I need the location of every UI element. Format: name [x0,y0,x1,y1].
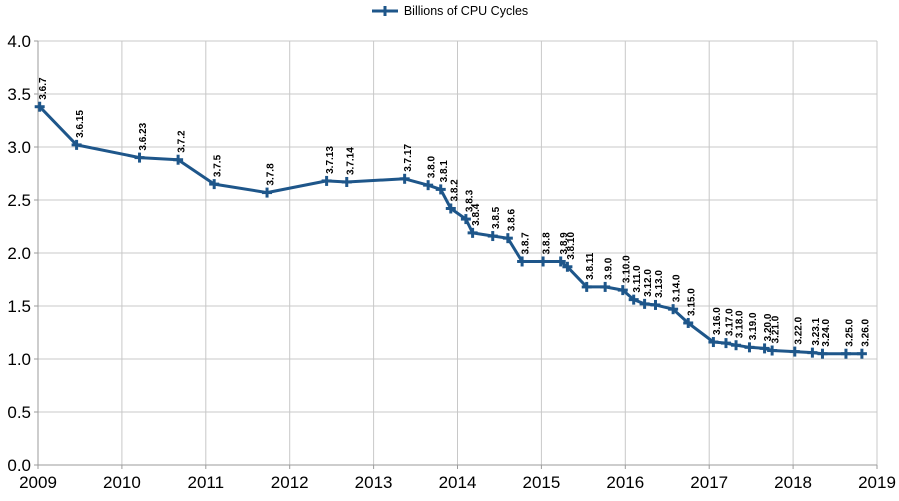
data-point-label: 3.8.1 [439,160,450,183]
y-axis-tick-label: 1.0 [7,350,31,369]
data-point-label: 3.13.0 [654,270,665,298]
y-axis-tick-label: 4.0 [7,32,31,51]
data-point-label: 3.18.0 [735,310,746,338]
data-point-label: 3.19.0 [748,312,759,340]
data-point-label: 3.7.14 [345,147,356,175]
x-axis-tick-label: 2013 [355,473,393,492]
data-point-label: 3.8.2 [449,179,460,202]
y-axis-tick-label: 2.0 [7,244,31,263]
data-point-label: 3.8.8 [542,232,553,255]
data-point-label: 3.8.0 [427,156,438,179]
x-axis-tick-label: 2019 [858,473,896,492]
data-point-label: 3.9.0 [604,257,615,280]
x-axis-tick-label: 2018 [774,473,812,492]
x-axis-tick-label: 2016 [606,473,644,492]
x-axis-tick-label: 2017 [690,473,728,492]
x-axis-tick-label: 2011 [188,473,225,492]
data-point-label: 3.8.6 [506,209,517,232]
y-axis-tick-label: 3.0 [7,138,31,157]
data-point-label: 3.6.7 [38,77,49,100]
y-axis-tick-label: 1.5 [7,297,31,316]
data-point-label: 3.8.5 [491,206,502,229]
data-point-label: 3.11.0 [632,265,643,293]
data-point-label: 3.8.3 [464,189,475,212]
y-axis-tick-label: 3.5 [7,85,31,104]
x-axis-tick-label: 2012 [271,473,309,492]
data-point-label: 3.24.0 [821,318,832,346]
data-point-label: 3.15.0 [687,288,698,316]
data-point-label: 3.7.2 [177,130,188,153]
data-point-label: 3.7.13 [325,146,336,174]
data-point-label: 3.6.15 [75,110,86,138]
x-axis-tick-label: 2015 [522,473,560,492]
data-point-label: 3.21.0 [771,315,782,343]
data-point-label: 3.8.4 [471,203,482,226]
data-point-label: 3.12.0 [643,269,654,297]
data-point-label: 3.14.0 [672,274,683,302]
data-point-label: 3.17.0 [725,308,736,336]
data-point-label: 3.6.23 [138,122,149,150]
data-point-label: 3.7.8 [266,163,277,186]
data-point-label: 3.16.0 [712,307,723,335]
data-point-label: 3.23.1 [811,317,822,345]
x-axis-tick-label: 2010 [103,473,141,492]
data-point-label: 3.8.10 [566,232,577,260]
y-axis-tick-label: 0.0 [7,456,31,475]
data-point-label: 3.26.0 [860,318,871,346]
data-point-label: 3.25.0 [845,318,856,346]
data-point-label: 3.22.0 [793,316,804,344]
data-point-label: 3.8.7 [521,232,532,255]
data-point-label: 3.10.0 [621,255,632,283]
y-axis-tick-label: 0.5 [7,403,31,422]
x-axis-tick-label: 2009 [19,473,57,492]
y-axis-tick-label: 2.5 [7,191,31,210]
data-point-label: 3.8.11 [585,252,596,280]
data-point-label: 3.7.5 [213,154,224,177]
x-axis-tick-label: 2014 [439,473,477,492]
data-point-label: 3.8.9 [559,232,570,255]
data-point-label: 3.20.0 [763,313,774,341]
data-point-label: 3.7.17 [403,144,414,172]
